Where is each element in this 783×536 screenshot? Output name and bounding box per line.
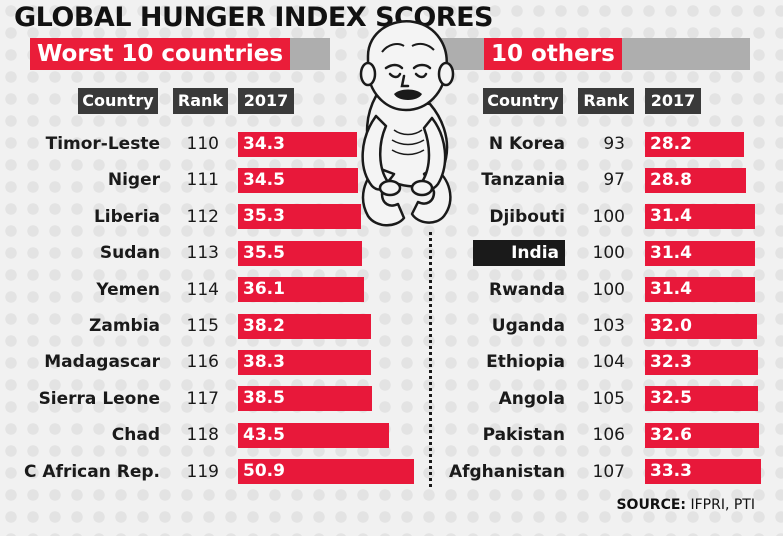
score-bar: 32.5 (645, 386, 758, 412)
score-bar: 38.2 (238, 313, 371, 339)
rank-value: 100 (592, 206, 625, 227)
source-label: SOURCE: (616, 497, 687, 513)
crying-child-illustration (359, 20, 455, 227)
rank-value: 100 (592, 279, 625, 300)
score-bar: 33.3 (645, 459, 761, 485)
right-year-header: 2017 (645, 88, 701, 114)
rank-value: 93 (603, 134, 625, 154)
country-label: Yemen (96, 279, 160, 300)
score-bar: 32.0 (645, 313, 757, 339)
score-bar: 50.9 (238, 459, 414, 485)
score-bar: 28.2 (645, 131, 744, 157)
score-bar: 34.5 (238, 167, 358, 193)
left-year-header: 2017 (238, 88, 294, 114)
right-section-title: 10 others (484, 38, 622, 70)
score-bar: 38.3 (238, 349, 371, 375)
country-label: Timor-Leste (45, 134, 160, 154)
score-bar: 36.1 (238, 277, 364, 303)
rank-value: 117 (186, 388, 219, 409)
rank-value: 97 (603, 170, 625, 191)
left-rank-header: Rank (173, 88, 228, 114)
country-label: Tanzania (481, 170, 565, 191)
country-label: India (473, 240, 565, 267)
rank-value: 112 (186, 206, 219, 227)
country-label: Uganda (491, 316, 565, 336)
score-bar: 38.5 (238, 386, 372, 412)
right-country-header: Country (483, 88, 563, 114)
score-bar: 28.8 (645, 167, 746, 193)
country-label: Djibouti (489, 206, 565, 227)
score-bar: 34.3 (238, 131, 357, 157)
country-label: N Korea (488, 134, 565, 154)
rank-value: 107 (592, 461, 625, 482)
rank-value: 110 (186, 134, 219, 154)
source-note: SOURCE: IFPRI, PTI (616, 497, 755, 513)
rank-value: 114 (186, 279, 219, 300)
rank-value: 113 (186, 243, 219, 264)
score-bar: 32.3 (645, 349, 758, 375)
score-bar: 32.6 (645, 422, 759, 448)
center-divider (429, 232, 432, 487)
rank-value: 106 (592, 425, 625, 446)
country-label: Chad (111, 425, 160, 446)
country-label: Afghanistan (448, 461, 565, 482)
rank-value: 111 (186, 170, 219, 191)
score-bar: 31.4 (645, 240, 755, 266)
source-text: IFPRI, PTI (686, 497, 755, 513)
country-label: Madagascar (44, 352, 160, 373)
score-bar: 31.4 (645, 204, 755, 230)
country-label: Pakistan (482, 425, 565, 446)
country-label: Rwanda (488, 279, 565, 300)
rank-value: 115 (186, 316, 219, 336)
score-bar: 43.5 (238, 422, 389, 448)
country-label: Zambia (89, 316, 160, 336)
country-label: Sudan (99, 243, 160, 264)
score-bar: 35.3 (238, 204, 361, 230)
rank-value: 116 (186, 352, 219, 373)
country-label: Niger (107, 170, 160, 191)
score-bar: 31.4 (645, 277, 755, 303)
rank-value: 103 (592, 316, 625, 336)
country-label: Sierra Leone (38, 388, 160, 409)
right-rank-header: Rank (578, 88, 634, 114)
country-label: Angola (498, 388, 565, 409)
country-label: Ethiopia (486, 352, 565, 373)
rank-value: 119 (186, 461, 219, 482)
left-section-title: Worst 10 countries (30, 38, 291, 70)
rank-value: 118 (186, 425, 219, 446)
score-bar: 35.5 (238, 240, 362, 266)
country-label: C African Rep. (24, 461, 160, 482)
rank-value: 104 (592, 352, 625, 373)
rank-value: 105 (592, 388, 625, 409)
rank-value: 100 (592, 243, 625, 264)
country-label: Liberia (93, 206, 160, 227)
left-country-header: Country (78, 88, 158, 114)
